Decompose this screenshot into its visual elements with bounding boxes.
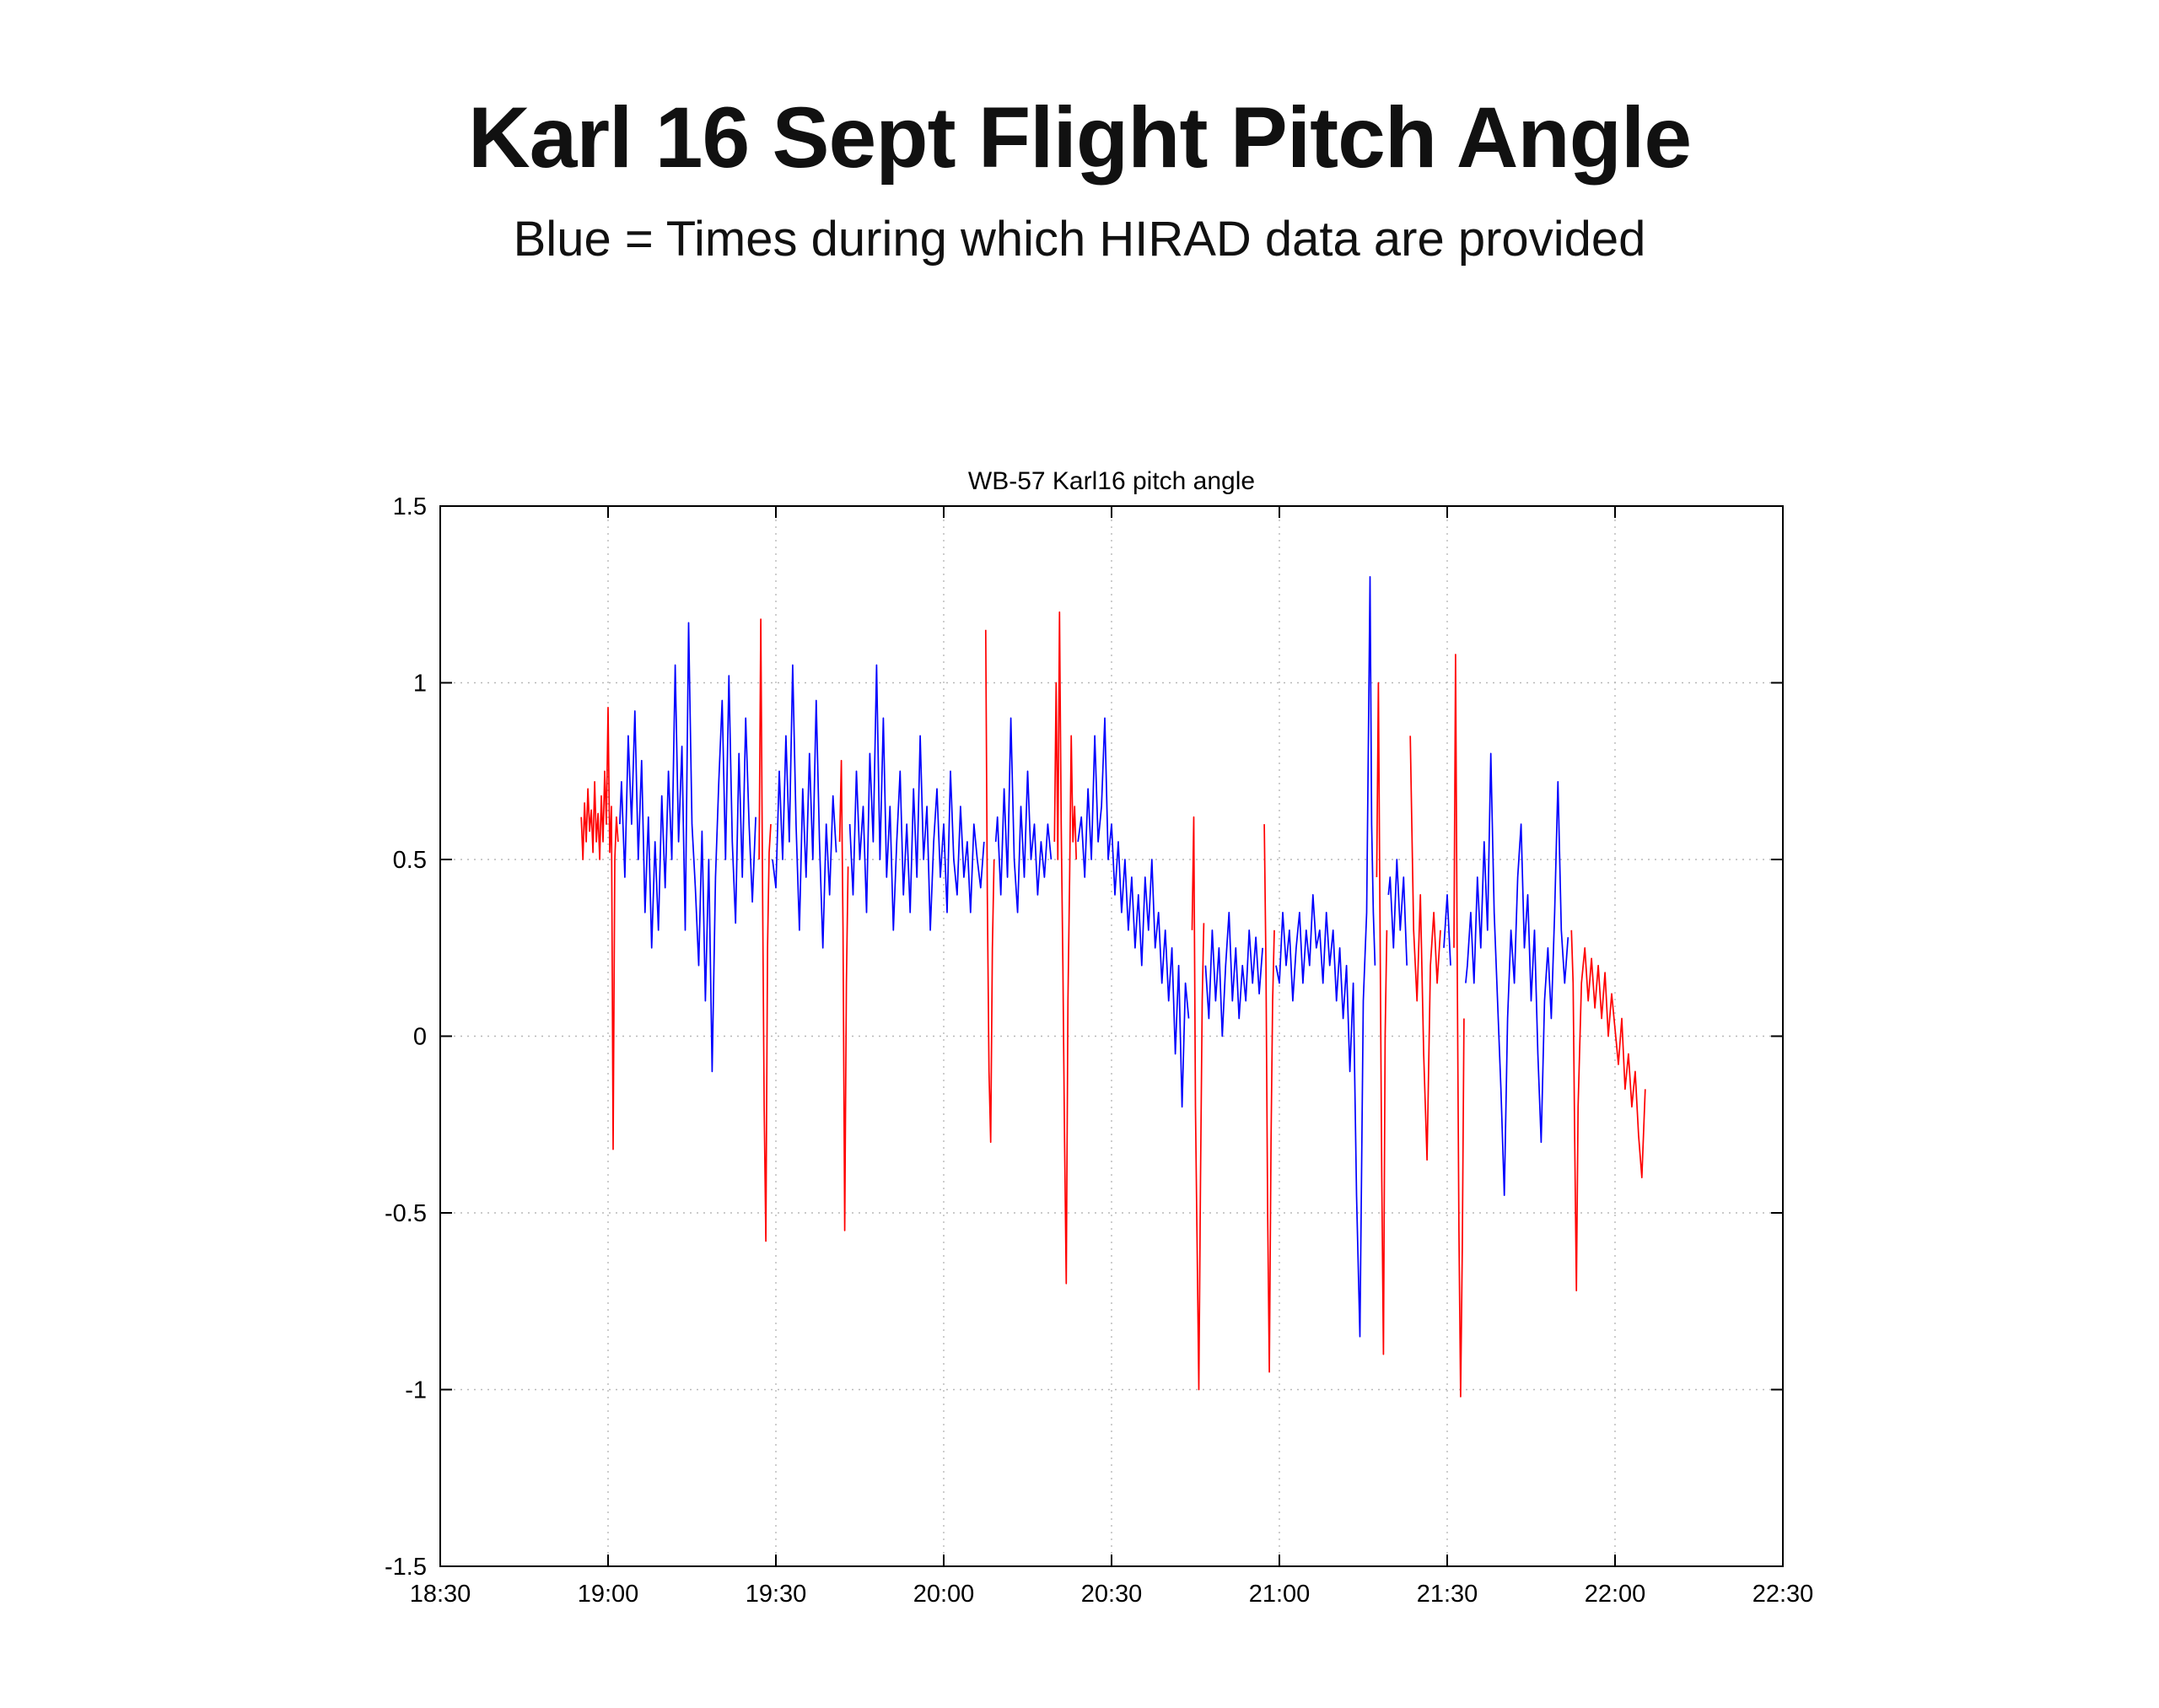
x-tick-label: 20:00 [913,1581,975,1608]
pitch-series-segment-blue [848,664,985,931]
pitch-series-segment-blue [772,664,837,949]
chart-title: WB-57 Karl16 pitch angle [968,467,1255,495]
pitch-series-segment-red [1191,816,1205,1391]
slide-title: Karl 16 Sept Flight Pitch Angle [467,89,1692,186]
pitch-series-segment-red [1453,654,1465,1398]
pitch-series-segment-blue [1275,575,1376,1338]
x-tick-label: 22:00 [1585,1581,1646,1608]
pitch-series-segment-red [580,706,619,1150]
slide: Karl 16 Sept Flight Pitch Angle Blue = T… [0,89,2159,1608]
x-tick-label: 22:30 [1753,1581,1814,1608]
x-tick-label: 18:30 [410,1581,471,1608]
pitch-series-segment-blue [1443,894,1451,966]
pitch-series-segment-blue [619,622,756,1073]
pitch-angle-plot: 18:30 19:00 19:30 20:00 20:30 21:00 21:30 22:00… [385,467,1814,1608]
y-tick-label: 0.5 [393,847,427,874]
pitch-series-segment-red [1570,929,1646,1292]
pitch-series-segment-red [1053,611,1078,1285]
pitch-series-segment-red [758,618,772,1242]
y-tick-label: 0 [413,1024,427,1051]
pitch-series-segment-red [1263,824,1275,1373]
pitch-series-segment-red [1409,735,1441,1161]
pitch-series-segment-blue [994,717,1053,913]
y-tick-label: -1.5 [385,1554,427,1581]
pitch-series-segment-red [984,629,995,1144]
y-tick-label: -0.5 [385,1200,427,1227]
slide-subtitle: Blue = Times during which HIRAD data are… [513,212,1646,267]
pitch-series-segment-blue [1465,752,1569,1196]
x-tick-label: 21:00 [1249,1581,1311,1608]
y-tick-label: 1 [413,671,427,698]
x-tick-label: 19:00 [578,1581,639,1608]
pitch-series-segment-blue [1387,859,1408,966]
x-tick-label: 20:30 [1081,1581,1143,1608]
y-tick-label: 1.5 [393,493,427,520]
pitch-angle-chart: 18:30 19:00 19:30 20:00 20:30 21:00 21:30 22:00… [320,443,1872,1666]
x-tick-label: 19:30 [746,1581,807,1608]
pitch-series-segment-blue [1077,717,1190,1108]
x-tick-label: 21:30 [1417,1581,1478,1608]
pitch-series-segment-red [838,759,849,1231]
y-tick-label: -1 [405,1377,427,1404]
pitch-series-segment-red [1376,682,1388,1355]
pitch-series-segment-blue [1204,911,1263,1037]
